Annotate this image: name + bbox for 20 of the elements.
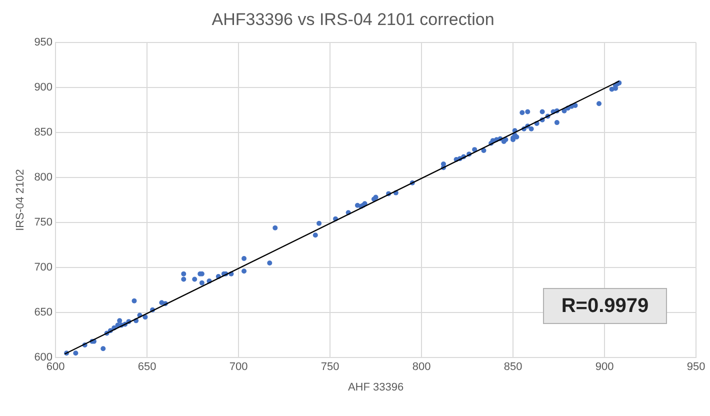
- x-tick-label: 700: [229, 361, 248, 374]
- y-tick-label: 750: [34, 216, 53, 229]
- x-tick-label: 950: [686, 361, 706, 374]
- y-tick-label: 600: [34, 352, 53, 364]
- x-tick-label: 600: [46, 361, 65, 374]
- x-tick-label: 850: [504, 361, 522, 374]
- y-tick-label: 650: [34, 306, 53, 319]
- y-tick-label: 700: [34, 262, 53, 274]
- annotation: R=0.9979: [543, 288, 667, 324]
- chart-title: AHF33396 vs IRS-04 2101 correction: [212, 10, 494, 29]
- y-tick-label: 850: [34, 126, 53, 138]
- x-axis-title: AHF 33396: [348, 381, 404, 394]
- y-tick-label: 900: [34, 81, 53, 94]
- y-tick-label: 950: [34, 36, 53, 48]
- x-tick-label: 900: [595, 361, 614, 374]
- x-tick-label: 650: [138, 361, 156, 374]
- x-tick-label: 800: [412, 361, 431, 374]
- y-axis-title: IRS-04 2102: [14, 169, 27, 231]
- y-tick-label: 800: [34, 172, 53, 184]
- x-tick-label: 750: [320, 361, 340, 374]
